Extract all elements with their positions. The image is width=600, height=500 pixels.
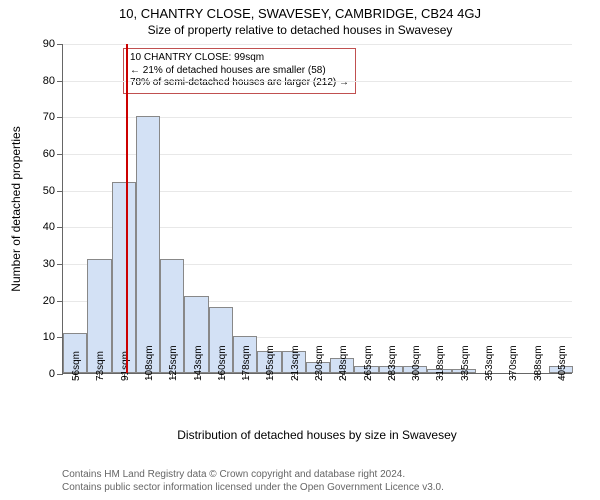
chart-container: 10, CHANTRY CLOSE, SWAVESEY, CAMBRIDGE, … xyxy=(0,0,600,500)
y-tick xyxy=(57,81,63,82)
x-tick-label: 195sqm xyxy=(265,345,276,381)
x-tick-label: 73sqm xyxy=(95,351,106,381)
footer-line1: Contains HM Land Registry data © Crown c… xyxy=(62,468,444,481)
y-tick xyxy=(57,374,63,375)
y-tick-label: 50 xyxy=(43,185,55,197)
y-tick xyxy=(57,227,63,228)
y-tick xyxy=(57,154,63,155)
y-tick-label: 0 xyxy=(49,368,55,380)
y-tick xyxy=(57,117,63,118)
gridline xyxy=(63,81,572,82)
x-tick-label: 318sqm xyxy=(435,345,446,381)
x-tick-label: 160sqm xyxy=(217,345,228,381)
annotation-box: 10 CHANTRY CLOSE: 99sqm ← 21% of detache… xyxy=(123,48,356,94)
x-tick-label: 353sqm xyxy=(484,345,495,381)
x-tick-label: 125sqm xyxy=(168,345,179,381)
x-tick-label: 143sqm xyxy=(193,345,204,381)
x-tick-label: 178sqm xyxy=(241,345,252,381)
histogram-bar xyxy=(112,182,136,373)
y-tick-label: 80 xyxy=(43,75,55,87)
y-tick-label: 70 xyxy=(43,111,55,123)
y-axis-label: Number of detached properties xyxy=(9,126,23,291)
property-marker-line xyxy=(126,44,128,373)
chart-subtitle: Size of property relative to detached ho… xyxy=(0,21,600,37)
y-tick xyxy=(57,301,63,302)
footer-attribution: Contains HM Land Registry data © Crown c… xyxy=(62,468,444,494)
annotation-line3: 78% of semi-detached houses are larger (… xyxy=(130,77,349,90)
x-tick-label: 248sqm xyxy=(338,345,349,381)
x-tick-label: 388sqm xyxy=(533,345,544,381)
x-tick-label: 370sqm xyxy=(508,345,519,381)
x-tick-label: 56sqm xyxy=(71,351,82,381)
x-tick-label: 108sqm xyxy=(144,345,155,381)
y-tick-label: 60 xyxy=(43,148,55,160)
y-tick-label: 90 xyxy=(43,38,55,50)
annotation-line2: ← 21% of detached houses are smaller (58… xyxy=(130,65,349,78)
chart-title: 10, CHANTRY CLOSE, SWAVESEY, CAMBRIDGE, … xyxy=(0,0,600,21)
y-tick xyxy=(57,44,63,45)
plot-area: 10 CHANTRY CLOSE: 99sqm ← 21% of detache… xyxy=(62,44,572,374)
x-tick-label: 300sqm xyxy=(411,345,422,381)
gridline xyxy=(63,44,572,45)
x-tick-label: 213sqm xyxy=(290,345,301,381)
y-tick xyxy=(57,264,63,265)
y-tick xyxy=(57,191,63,192)
x-axis-label: Distribution of detached houses by size … xyxy=(177,428,457,442)
y-tick-label: 20 xyxy=(43,295,55,307)
x-tick-label: 405sqm xyxy=(557,345,568,381)
x-tick-label: 230sqm xyxy=(314,345,325,381)
x-tick-label: 265sqm xyxy=(363,345,374,381)
y-tick-label: 40 xyxy=(43,221,55,233)
y-tick-label: 10 xyxy=(43,331,55,343)
annotation-line1: 10 CHANTRY CLOSE: 99sqm xyxy=(130,52,349,65)
x-tick-label: 283sqm xyxy=(387,345,398,381)
footer-line2: Contains public sector information licen… xyxy=(62,481,444,494)
histogram-bar xyxy=(136,116,160,373)
y-tick-label: 30 xyxy=(43,258,55,270)
x-tick-label: 335sqm xyxy=(460,345,471,381)
